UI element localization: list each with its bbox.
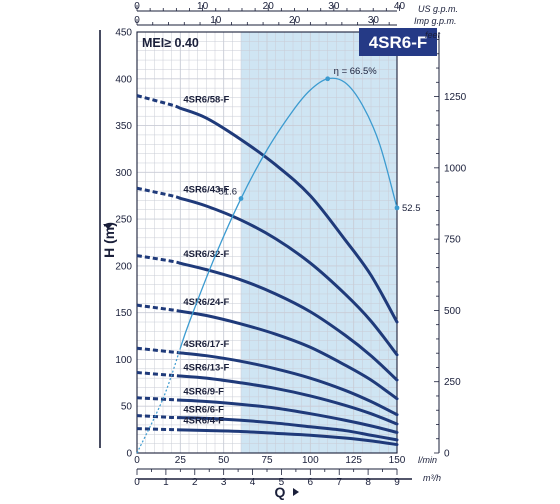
model-badge — [359, 28, 437, 56]
curve-4SR6/58-F — [178, 106, 399, 324]
imp-gpm-tick-label: 0 — [134, 15, 140, 26]
curve-label-4SR6/24-F: 4SR6/24-F — [183, 297, 229, 308]
us-gpm-tick-label: 40 — [394, 1, 406, 12]
us-gpm-tick-label: 30 — [328, 1, 340, 12]
imp-gpm-tick-label: 30 — [368, 15, 380, 26]
feet-tick-label: 750 — [444, 235, 461, 246]
curve-label-4SR6/32-F: 4SR6/32-F — [183, 249, 229, 260]
curve-label-4SR6/4-F: 4SR6/4-F — [183, 416, 224, 427]
y-tick-label: 50 — [121, 402, 133, 413]
imp-gpm-tick-label: 10 — [210, 15, 222, 26]
feet-tick-label: 1000 — [444, 163, 467, 174]
plot-frame — [136, 31, 398, 454]
grid — [137, 32, 397, 453]
y-axis-arrow-icon — [103, 224, 113, 229]
feet-tick-label: 500 — [444, 306, 461, 317]
m3h-tick-label: 5 — [279, 477, 285, 488]
lmin-unit: l/min — [418, 455, 437, 465]
curve-label-4SR6/58-F: 4SR6/58-F — [183, 95, 229, 106]
us-gpm-tick-label: 0 — [134, 1, 140, 12]
us-gpm-tick-label: 10 — [197, 1, 209, 12]
y-tick-label: 400 — [115, 74, 132, 85]
curve-4SR6/6-F — [178, 416, 399, 442]
feet-tick-label: 1250 — [444, 92, 467, 103]
curve-4SR6/17-F — [178, 351, 399, 417]
m3h-tick-label: 1 — [163, 477, 169, 488]
x-tick-label: 100 — [302, 455, 319, 466]
curve-4SR6/9-F — [178, 398, 399, 434]
m3h-tick-label: 9 — [394, 477, 400, 488]
efficiency-curve — [179, 77, 398, 349]
feet-tick-label: 250 — [444, 377, 461, 388]
y-tick-label: 150 — [115, 308, 132, 319]
m3h-tick-label: 3 — [221, 477, 227, 488]
curve-4SR6/43-F — [178, 196, 399, 357]
x-tick-label: 125 — [345, 455, 362, 466]
curve-label-4SR6/43-F: 4SR6/43-F — [183, 185, 229, 196]
x-tick-label: 50 — [218, 455, 230, 466]
curve-label-4SR6/13-F: 4SR6/13-F — [183, 362, 229, 373]
y-tick-label: 200 — [115, 261, 132, 272]
feet-unit: feet — [425, 30, 441, 40]
x-tick-label: 75 — [261, 455, 273, 466]
mei-label: MEI≥ 0.40 — [142, 36, 199, 50]
m3h-tick-label: 2 — [192, 477, 198, 488]
efficiency-label: η = 66.5% — [334, 66, 378, 77]
x-tick-label: 25 — [175, 455, 187, 466]
y-tick-label: 350 — [115, 121, 132, 132]
efficiency-point — [394, 205, 400, 211]
x-axis-arrow-icon — [293, 488, 299, 496]
curve-label-4SR6/17-F: 4SR6/17-F — [183, 339, 229, 350]
model-title: 4SR6-F — [369, 33, 428, 52]
m3h-tick-label: 0 — [134, 477, 140, 488]
y-tick-label: 0 — [126, 449, 132, 460]
curve-label-4SR6/6-F: 4SR6/6-F — [183, 404, 224, 415]
m3h-unit: m³/h — [423, 473, 441, 483]
imp-gpm-tick-label: 20 — [289, 15, 301, 26]
efficiency-curve-dashed — [136, 348, 181, 454]
us-gpm-tick-label: 20 — [263, 1, 275, 12]
curve-label-4SR6/9-F: 4SR6/9-F — [183, 387, 224, 398]
head-curves: 4SR6/58-F 4SR6/43-F 4SR6/32-F 4SR6/24-F 4SR6… — [136, 94, 399, 447]
feet-tick-label: 0 — [444, 449, 450, 460]
y-tick-label: 300 — [115, 168, 132, 179]
y-tick-label: 450 — [115, 28, 132, 39]
imp-gpm-unit: Imp g.p.m. — [414, 16, 457, 26]
y-tick-label: 250 — [115, 215, 132, 226]
curve-4SR6/24-F — [178, 309, 399, 401]
x-tick-label: 0 — [134, 455, 140, 466]
m3h-tick-label: 6 — [308, 477, 314, 488]
curve-4SR6/4-F — [178, 428, 399, 447]
m3h-tick-label: 4 — [250, 477, 256, 488]
y-axis-title: H (m) — [101, 222, 117, 258]
efficiency-label: 52.5 — [402, 203, 421, 214]
axes: 0501001502002503003504004500250500750100… — [115, 1, 466, 488]
us-gpm-unit: US g.p.m. — [418, 4, 458, 14]
curve-4SR6/13-F — [178, 374, 399, 426]
efficiency-point — [325, 76, 331, 82]
y-tick-label: 100 — [115, 355, 132, 366]
m3h-tick-label: 8 — [365, 477, 371, 488]
efficiency-label: 51.6 — [219, 187, 238, 198]
efficiency-curve-layer: 51.6 η = 66.5% 52.5 — [136, 66, 421, 454]
efficiency-point — [238, 196, 244, 201]
x-axis-title: Q — [275, 484, 286, 500]
plot-border — [136, 31, 398, 454]
x-tick-label: 150 — [389, 455, 406, 466]
m3h-tick-label: 7 — [336, 477, 342, 488]
